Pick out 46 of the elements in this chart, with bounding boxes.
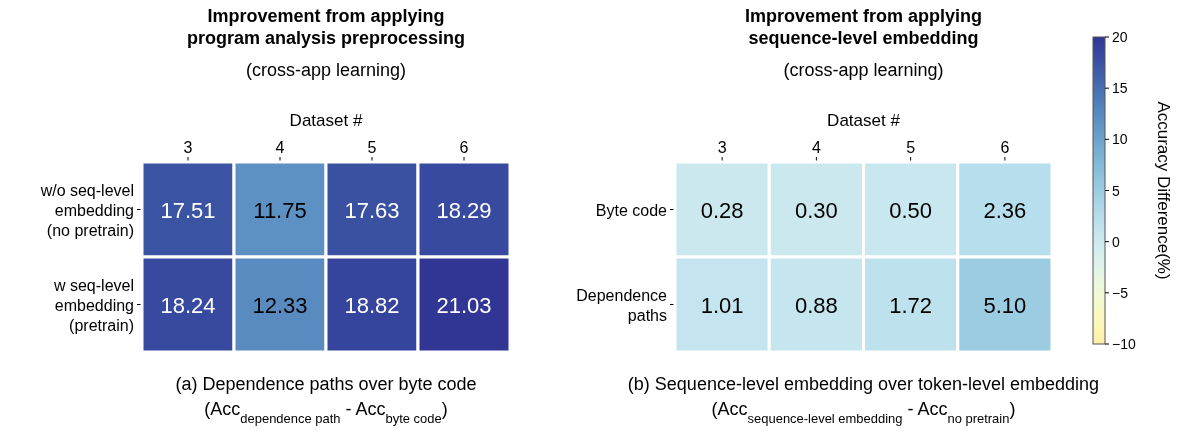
text: (Acc$_{sequence-level embedding}$ - Acc$_{no pretrain}$) [711, 399, 1016, 426]
color-bar-label: −5 [1112, 284, 1129, 301]
x-tick-label: 3 [717, 139, 727, 156]
data-label: 5.10 [983, 292, 1027, 318]
x-tick-label: 6 [1000, 139, 1010, 156]
chart-subtitle: (cross-app learning) [245, 60, 407, 80]
color-bar-label: 5 [1112, 182, 1120, 199]
chart-title: Improvement from applying sequence-level embedding [744, 6, 983, 48]
data-label: 0.50 [889, 197, 933, 223]
x-tick-label: 5 [367, 139, 377, 156]
data-label: 12.33 [252, 292, 308, 318]
data-label: 17.51 [160, 197, 216, 223]
color-bar-label: 10 [1112, 131, 1128, 148]
text: (a) Dependence paths over byte code [175, 374, 477, 394]
x-axis-title: Dataset # [827, 111, 901, 130]
y-tick-label: w seq-level embedding (pretrain) [52, 276, 134, 334]
data-label: 17.63 [344, 197, 400, 223]
color-bar-label: 0 [1112, 233, 1120, 250]
chart-title: Improvement from applying program analysis preprocessing [186, 6, 466, 48]
x-tick-label: 3 [183, 139, 193, 156]
y-tick-label: w/o seq-level embedding (no pretrain) [39, 181, 134, 239]
y-tick-label: Byte code [595, 201, 668, 219]
color-bar-title: Accuracy Difference(%) [1154, 101, 1173, 280]
x-tick-label: 5 [906, 139, 916, 156]
text: (b) Sequence-level embedding over token-level embedding [627, 374, 1100, 394]
data-label: 0.88 [794, 292, 838, 318]
data-label: 18.24 [160, 292, 216, 318]
x-axis-title: Dataset # [289, 111, 363, 130]
color-bar-label: 20 [1112, 29, 1128, 45]
data-label: 2.36 [983, 197, 1027, 223]
data-label: 0.30 [794, 197, 838, 223]
data-label: 11.75 [253, 197, 307, 223]
color-bar-label: 15 [1112, 80, 1128, 97]
text: (Acc$_{dependence path}$ - Acc$_{byte code}$) [204, 399, 448, 426]
x-tick-label: 4 [275, 139, 285, 156]
data-label: 18.29 [436, 197, 492, 223]
data-label: 0.28 [700, 197, 744, 223]
chart-subtitle: (cross-app learning) [783, 60, 944, 80]
x-tick-label: 4 [811, 139, 821, 156]
data-label: 18.82 [344, 292, 400, 318]
color-bar-label: −10 [1112, 336, 1136, 352]
data-label: 21.03 [436, 292, 492, 318]
y-tick-label: Dependence paths [576, 286, 668, 324]
x-tick-label: 6 [459, 139, 469, 156]
data-label: 1.01 [700, 292, 744, 318]
data-label: 1.72 [889, 292, 933, 318]
